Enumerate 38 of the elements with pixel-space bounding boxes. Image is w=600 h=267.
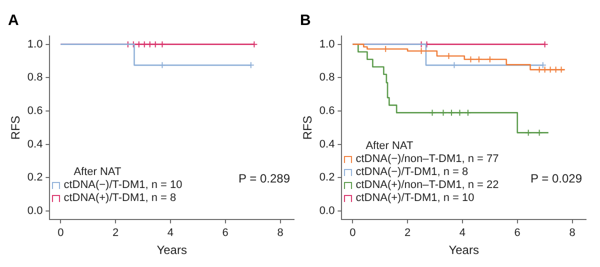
x-tick-label: 2: [404, 227, 411, 240]
y-tick-label: 0.4: [27, 138, 43, 150]
y-axis-title: RFS: [8, 116, 23, 140]
y-tick-label: 0.8: [319, 72, 335, 84]
legend-label: ctDNA(+)/non–T-DM1, n = 22: [356, 178, 499, 192]
annotation: P = 0.029: [530, 172, 582, 186]
y-tick-label: 0.2: [319, 172, 335, 184]
x-tick-label: 6: [514, 227, 520, 240]
y-axis-title: RFS: [300, 116, 315, 140]
legend-label: ctDNA(+)/T-DM1, n = 10: [356, 192, 474, 205]
y-tick-label: 0.8: [27, 72, 43, 84]
chart-title: A: [8, 12, 19, 30]
y-tick-label: 0.6: [319, 105, 335, 118]
x-tick-label: 4: [459, 227, 466, 240]
legend-label: ctDNA(−)/non–T-DM1, n = 77: [356, 152, 499, 166]
x-axis-title: Years: [156, 243, 187, 258]
x-tick-label: 0: [350, 227, 356, 240]
legend-label: ctDNA(−)/T-DM1, n = 8: [356, 166, 468, 179]
y-tick-label: 0.6: [27, 105, 43, 118]
legend-title: After NAT: [72, 166, 122, 179]
x-axis-title: Years: [448, 243, 479, 258]
y-tick-label: 0.4: [319, 138, 335, 150]
x-tick-label: 2: [112, 227, 119, 240]
chart-title: B: [300, 12, 311, 30]
y-tick-label: 0.2: [27, 172, 43, 184]
y-tick-label: 1.0: [27, 38, 43, 50]
y-tick-label: 1.0: [319, 38, 335, 50]
y-tick-label: 0.0: [27, 205, 43, 218]
legend-label: ctDNA(+)/T-DM1, n = 8: [64, 192, 176, 205]
x-tick-label: 6: [222, 227, 228, 240]
y-tick-label: 0.0: [319, 205, 335, 218]
annotation: P = 0.289: [238, 172, 290, 186]
x-tick-label: 4: [167, 227, 174, 240]
legend-title: After NAT: [364, 140, 414, 153]
x-tick-label: 8: [277, 227, 284, 240]
legend-label: ctDNA(−)/T-DM1, n = 10: [64, 178, 182, 192]
x-tick-label: 8: [569, 227, 576, 240]
x-tick-label: 0: [58, 227, 64, 240]
